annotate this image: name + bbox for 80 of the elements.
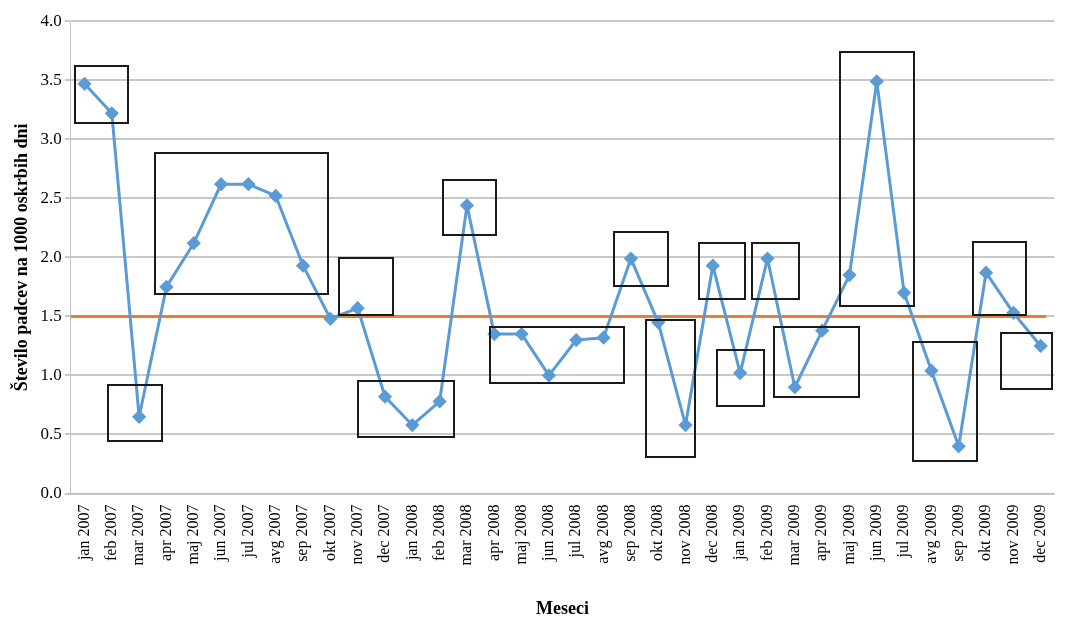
point (897, 286, 911, 300)
x-tick-label: dec 2008 (703, 504, 721, 563)
x-tick-label: feb 2009 (757, 504, 775, 561)
x-tick-label: avg 2009 (921, 504, 940, 564)
x-axis-title: Meseci (536, 597, 590, 618)
x-tick-label: jul 2009 (894, 504, 913, 559)
point (979, 266, 993, 280)
point (569, 333, 583, 347)
point (706, 259, 720, 273)
point (159, 280, 173, 294)
x-tick-label: jan 2008 (402, 504, 421, 562)
x-tick-label: sep 2008 (621, 504, 640, 562)
point (842, 268, 856, 282)
point (378, 390, 392, 404)
point (105, 106, 119, 120)
point (132, 410, 146, 424)
y-tick-label: 2.5 (40, 187, 62, 207)
point (351, 301, 365, 315)
x-tick-label: mar 2009 (785, 504, 803, 566)
point (597, 331, 611, 345)
x-tick-label: okt 2008 (648, 504, 666, 561)
y-tick-label: 1.5 (40, 305, 62, 325)
x-tick-label: dec 2009 (1030, 504, 1048, 563)
point (679, 418, 693, 432)
point (460, 198, 474, 212)
y-tick-label: 4.0 (40, 10, 62, 30)
point (624, 252, 638, 266)
x-tick-label: nov 2007 (347, 504, 365, 565)
point (870, 74, 884, 88)
x-tick-label: sep 2009 (948, 504, 967, 562)
x-tick-label: jun 2007 (211, 504, 230, 562)
x-tick-label: apr 2009 (812, 504, 831, 561)
point (433, 394, 447, 408)
x-tick-label: okt 2009 (976, 504, 994, 561)
point (924, 364, 938, 378)
x-tick-label: maj 2008 (511, 504, 530, 565)
x-tick-label: sep 2007 (293, 504, 312, 562)
x-tick-label: jun 2009 (866, 504, 885, 562)
x-tick-label: mar 2007 (129, 504, 147, 566)
point (214, 177, 228, 191)
point (1034, 339, 1048, 353)
x-tick-label: apr 2007 (156, 504, 175, 561)
y-tick-label: 0.5 (40, 423, 62, 443)
point (269, 189, 283, 203)
point (187, 236, 201, 250)
point (323, 312, 337, 326)
x-tick-label: jun 2008 (539, 504, 558, 562)
point (405, 418, 419, 432)
y-tick-label: 2.0 (40, 246, 62, 266)
point (296, 259, 310, 273)
point (815, 324, 829, 338)
point (952, 439, 966, 453)
point (761, 252, 774, 266)
x-tick-label: feb 2008 (429, 504, 447, 561)
x-tick-label: jul 2008 (566, 504, 585, 559)
x-tick-label: maj 2009 (839, 504, 858, 565)
point (515, 327, 529, 341)
x-tick-label: nov 2008 (675, 504, 693, 565)
x-tick-label: nov 2009 (1003, 504, 1021, 565)
y-tick-label: 1.0 (40, 364, 62, 384)
x-tick-label: okt 2007 (320, 504, 338, 561)
x-tick-label: avg 2007 (265, 504, 284, 564)
x-tick-label: jan 2009 (730, 504, 749, 562)
x-tick-label: dec 2007 (375, 504, 393, 563)
x-tick-label: avg 2008 (593, 504, 612, 564)
y-tick-label: 0.0 (40, 482, 62, 502)
y-axis-title: Število padcev na 1000 oskrbih dni (10, 123, 32, 392)
x-tick-label: apr 2008 (484, 504, 503, 561)
x-tick-label: jan 2007 (74, 504, 93, 562)
x-tick-label: jul 2007 (238, 504, 257, 559)
point (241, 177, 255, 191)
x-tick-label: feb 2007 (102, 504, 120, 561)
point (733, 366, 747, 380)
y-tick-label: 3.0 (40, 128, 62, 148)
y-tick-label: 3.5 (40, 69, 62, 89)
point (542, 368, 556, 382)
x-tick-label: mar 2008 (457, 504, 475, 566)
point (78, 77, 92, 91)
point (788, 380, 802, 394)
x-tick-label: maj 2007 (183, 504, 202, 565)
